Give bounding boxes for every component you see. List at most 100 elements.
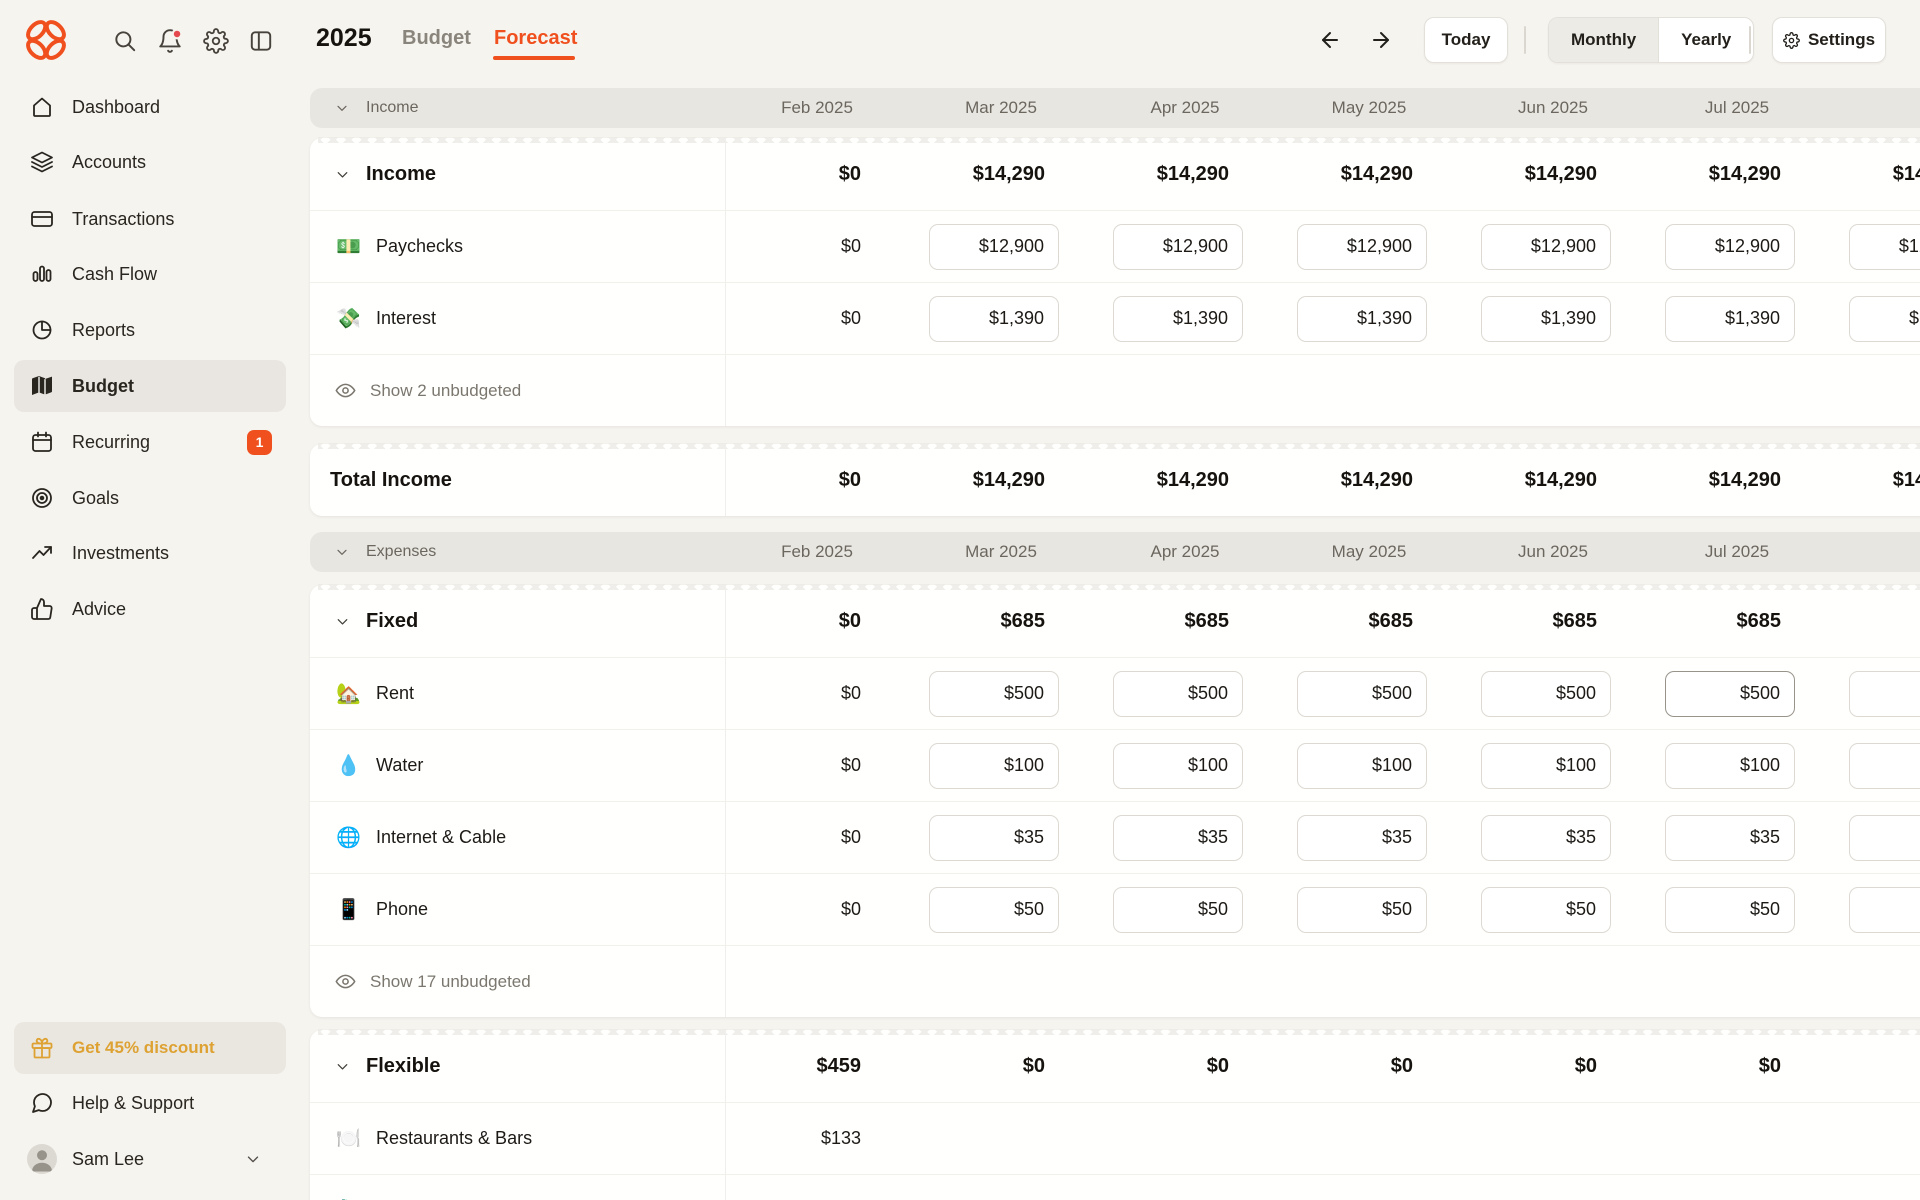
budget-input[interactable]: $100 [929,742,1059,789]
chevron-down-icon[interactable] [334,1058,351,1075]
chat-bubble-icon [30,1091,54,1115]
gear-icon [1783,31,1800,49]
cell-value: $14,290 [1156,468,1229,491]
tab-budget[interactable]: Budget [402,27,471,49]
budget-input[interactable]: $1,390 [929,295,1059,342]
yearly-toggle[interactable]: Yearly [1681,30,1732,49]
cell-value: $0 [1829,1055,1920,1078]
water-emoji-icon: 💧 [336,755,361,777]
sidebar-item-dashboard[interactable]: Dashboard [14,81,286,133]
panel-toggle-icon[interactable] [248,28,274,54]
budget-input[interactable]: $500 [1665,670,1795,717]
cell-value: $0 [1206,1054,1229,1077]
previous-period-arrow-icon[interactable] [1318,28,1342,52]
group-header-label: Income [366,99,419,116]
budget-input[interactable]: $500 [929,670,1059,717]
show-unbudgeted-label: Show 17 unbudgeted [370,971,531,991]
budget-input[interactable]: $500 [1297,670,1427,717]
budget-input[interactable]: $12,900 [1849,223,1920,270]
budget-input[interactable]: $35 [1481,814,1611,861]
budget-input[interactable]: $1,390 [1665,295,1795,342]
month-label: Apr 2025 [1150,542,1220,561]
next-period-arrow-icon[interactable] [1369,28,1393,52]
sidebar-item-advice[interactable]: Advice [14,583,286,635]
budget-input[interactable]: $1,390 [1481,295,1611,342]
calendar-icon [30,430,54,454]
budget-input[interactable]: $12,900 [1113,223,1243,270]
budget-input[interactable]: $100 [1297,742,1427,789]
budget-input[interactable]: $1,390 [1849,295,1920,342]
cell-value: $0 [838,609,861,632]
bell-icon[interactable] [157,28,183,54]
restaurants-bars-emoji-icon: 🍽️ [336,1128,361,1150]
settings-button[interactable]: Settings [1772,17,1886,63]
table-row-restaurants-bars: 🍽️ Restaurants & Bars $133 [310,1102,1920,1174]
budget-input[interactable]: $12,900 [1481,223,1611,270]
sidebar-item-recurring[interactable]: Recurring 1 [14,416,286,468]
sidebar-item-reports[interactable]: Reports [14,304,286,356]
sidebar-item-investments[interactable]: Investments [14,527,286,579]
budget-input[interactable]: $35 [1297,814,1427,861]
cell-value: $0 [840,827,861,847]
show-unbudgeted-toggle[interactable]: Show 2 unbudgeted [310,355,725,426]
app-logo-butterfly-icon[interactable] [24,18,68,62]
tab-forecast[interactable]: Forecast [494,27,578,49]
budget-input[interactable]: $100 [1113,742,1243,789]
budget-input[interactable]: $100 [1849,742,1920,789]
discount-offer-button[interactable]: Get 45% discount [14,1022,286,1074]
target-icon [30,486,54,510]
category-label: Phone [376,899,429,919]
budget-input[interactable]: $12,900 [1665,223,1795,270]
layers-icon [30,150,54,174]
budget-input[interactable]: $35 [1665,814,1795,861]
sidebar-item-label: Dashboard [72,96,161,117]
sidebar-item-cash-flow[interactable]: Cash Flow [14,248,286,300]
gift-icon [30,1036,54,1060]
table-row-interest: 💸 Interest $0 $1,390 $1,390 $1,390 $1,390 $1,39… [310,282,1920,354]
budget-input[interactable]: $50 [1481,886,1611,933]
chevron-down-icon[interactable] [334,100,350,116]
budget-input[interactable]: $500 [1849,670,1920,717]
sidebar-item-budget[interactable]: Budget [14,360,286,412]
table-row-paychecks: 💵 Paychecks $0 $12,900 $12,900 $12,900 $12,900… [310,210,1920,282]
budget-input[interactable]: $12,900 [929,223,1059,270]
user-menu[interactable]: Sam Lee [14,1133,286,1185]
eye-icon [335,971,356,992]
budget-input[interactable]: $100 [1481,742,1611,789]
budget-input[interactable]: $35 [1849,814,1920,861]
category-label: Interest [376,308,437,328]
sidebar-item-label: Goals [72,487,120,508]
cell-value: $0 [840,236,861,256]
chevron-down-icon[interactable] [334,613,351,630]
budget-input[interactable]: $12,900 [1297,223,1427,270]
budget-input[interactable]: $500 [1113,670,1243,717]
chevron-down-icon[interactable] [334,544,350,560]
cell-value: $0 [838,468,861,491]
today-button[interactable]: Today [1424,17,1508,63]
budget-input[interactable]: $50 [929,886,1059,933]
budget-input[interactable]: $35 [1113,814,1243,861]
search-icon[interactable] [112,28,138,54]
cell-value: $0 [840,899,861,919]
budget-input[interactable]: $100 [1665,742,1795,789]
sidebar-item-transactions[interactable]: Transactions [14,193,286,245]
monthly-toggle[interactable]: Monthly [1549,18,1660,62]
sidebar-item-goals[interactable]: Goals [14,472,286,524]
budget-input[interactable]: $1,390 [1113,295,1243,342]
budget-input[interactable]: $1,390 [1297,295,1427,342]
eye-icon [335,380,356,401]
category-label: Rent [376,683,415,703]
interest-emoji-icon: 💸 [336,308,361,330]
budget-input[interactable]: $50 [1665,886,1795,933]
phone-emoji-icon: 📱 [336,899,361,921]
budget-input[interactable]: $500 [1481,670,1611,717]
help-support-button[interactable]: Help & Support [14,1077,286,1129]
show-unbudgeted-toggle[interactable]: Show 17 unbudgeted [310,946,725,1017]
chevron-down-icon[interactable] [334,166,351,183]
budget-input[interactable]: $35 [929,814,1059,861]
budget-input[interactable]: $50 [1849,886,1920,933]
budget-input[interactable]: $50 [1113,886,1243,933]
sidebar-item-accounts[interactable]: Accounts [14,136,286,188]
gear-icon[interactable] [203,28,229,54]
budget-input[interactable]: $50 [1297,886,1427,933]
